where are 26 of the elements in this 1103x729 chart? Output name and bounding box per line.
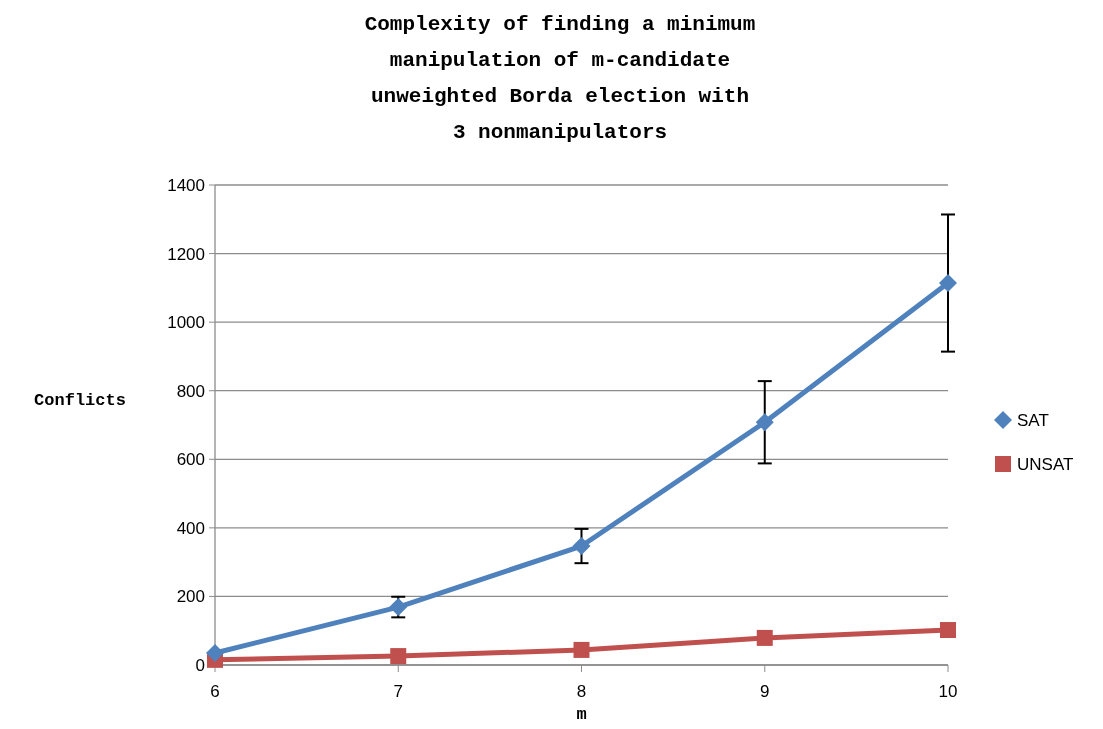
x-tick-label: 9 (760, 682, 770, 701)
point (755, 413, 774, 432)
x-tick-label: 6 (210, 682, 220, 701)
legend-label: UNSAT (1017, 454, 1074, 474)
point (206, 644, 224, 662)
chart-title: Complexity of finding a minimum manipulation of m-candidate unweighted Borda election with 3 nonmanipulators (364, 13, 756, 144)
y-tick-label: 600 (176, 450, 205, 470)
point (390, 648, 407, 665)
x-tick-label: 10 (938, 682, 958, 701)
y-tick-label: 800 (176, 381, 205, 401)
point (756, 629, 773, 646)
x-axis-title: m (576, 705, 587, 724)
x-tick-label: 8 (576, 682, 587, 701)
x-tick-label: 7 (393, 682, 403, 701)
y-tick-label: 200 (176, 587, 205, 607)
point (940, 622, 956, 639)
point (572, 537, 591, 556)
point (939, 274, 957, 293)
y-axis-title: Conflicts (34, 391, 126, 410)
y-tick-label: 400 (176, 518, 205, 538)
y-tick-label: 1000 (167, 313, 205, 333)
legend-label: SAT (1017, 410, 1049, 430)
y-tick-label: 1200 (167, 244, 205, 264)
point (573, 641, 590, 658)
y-tick-label: 1400 (167, 175, 205, 195)
y-tick-label: 0 (195, 655, 205, 675)
